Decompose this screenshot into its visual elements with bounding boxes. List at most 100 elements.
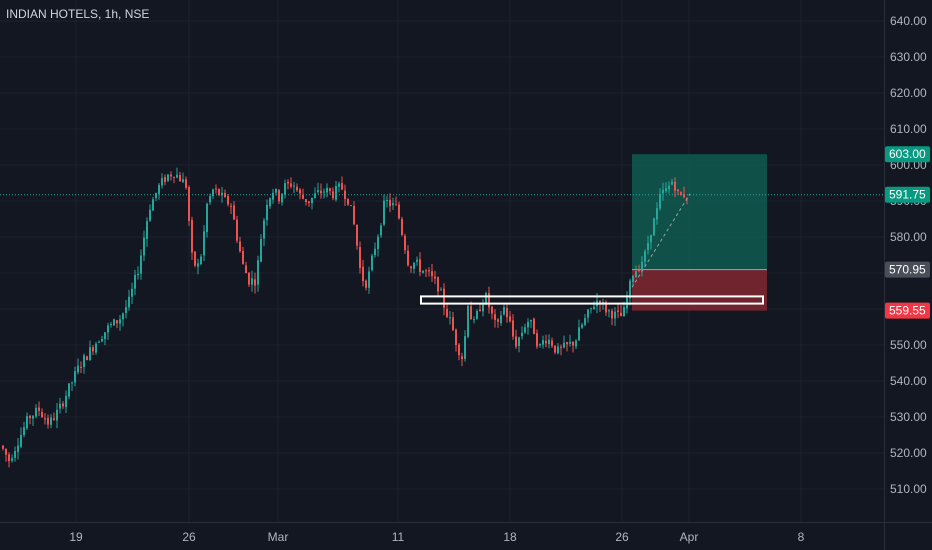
candle-body: [248, 272, 250, 285]
candle-body: [218, 189, 220, 196]
candle-body: [434, 276, 436, 279]
candle-body: [422, 270, 424, 273]
stop-price-label: 559.55: [889, 304, 926, 318]
candle-body: [164, 177, 166, 182]
candle: [281, 193, 283, 206]
candle-body: [632, 276, 634, 282]
candle: [44, 413, 46, 425]
candle: [239, 236, 241, 253]
candle: [62, 401, 64, 410]
symbol-title[interactable]: INDIAN HOTELS, 1h, NSE: [6, 7, 150, 21]
candle-body: [296, 186, 298, 191]
candle-body: [305, 199, 307, 202]
candle-body: [257, 260, 259, 285]
candle: [326, 183, 328, 198]
candle-body: [521, 332, 523, 337]
candle: [137, 266, 139, 280]
candle-body: [371, 255, 373, 271]
candle-body: [146, 221, 148, 239]
candle-body: [26, 416, 28, 429]
candle-body: [344, 190, 346, 200]
candle: [455, 328, 457, 352]
candle-body: [653, 218, 655, 236]
candle-body: [245, 265, 247, 274]
candle-body: [188, 187, 190, 221]
candle-body: [605, 302, 607, 313]
candle-body: [350, 205, 352, 207]
candle: [287, 179, 289, 190]
candle-body: [128, 296, 130, 308]
candle: [125, 300, 127, 319]
candle-body: [278, 190, 280, 202]
candle-body: [170, 174, 172, 177]
candle: [428, 267, 430, 277]
candle: [674, 177, 676, 198]
candle: [530, 319, 532, 328]
current-price-tag: 591.75: [885, 186, 930, 203]
candle-body: [56, 409, 58, 421]
candle: [296, 183, 298, 193]
candle-body: [572, 341, 574, 346]
candle: [521, 326, 523, 340]
price-tick-label: 550.00: [890, 338, 927, 352]
candle-body: [428, 270, 430, 272]
candle-body: [152, 199, 154, 211]
candle-body: [326, 187, 328, 193]
candle-body: [14, 450, 16, 458]
candle: [497, 317, 499, 328]
candle-body: [113, 319, 115, 326]
candle: [329, 187, 331, 195]
candle: [74, 366, 76, 387]
candle: [605, 300, 607, 316]
candle-body: [71, 382, 73, 384]
candle-body: [503, 307, 505, 315]
candle: [620, 304, 622, 317]
candle-body: [650, 234, 652, 243]
candle: [227, 193, 229, 207]
candle: [575, 339, 577, 350]
price-tick-label: 520.00: [890, 446, 927, 460]
candle: [131, 282, 133, 305]
candle-body: [197, 263, 199, 267]
candle-body: [437, 277, 439, 292]
candle-body: [35, 407, 37, 417]
candle-body: [389, 199, 391, 207]
candle: [68, 383, 70, 400]
time-axis[interactable]: [0, 522, 932, 550]
candle-body: [329, 188, 331, 192]
support-zone-rectangle[interactable]: [420, 295, 764, 305]
candle-body: [617, 310, 619, 312]
candle-body: [23, 427, 25, 436]
candle: [257, 255, 259, 292]
candle: [269, 197, 271, 209]
candle-body: [359, 247, 361, 269]
candle: [392, 197, 394, 210]
candle: [182, 172, 184, 183]
candle: [509, 310, 511, 323]
candle: [200, 254, 202, 266]
candle-body: [317, 190, 319, 193]
candle: [632, 274, 634, 286]
candle-body: [680, 192, 682, 196]
price-tick-label: 610.00: [890, 122, 927, 136]
time-tick-label: 26: [615, 530, 629, 544]
candle: [380, 223, 382, 238]
candle: [104, 332, 106, 346]
candle-body: [98, 341, 100, 343]
candle-body: [332, 191, 334, 199]
position-zones[interactable]: [632, 154, 767, 311]
candle-body: [365, 280, 367, 288]
candle: [278, 189, 280, 204]
candle-body: [497, 319, 499, 322]
candle: [560, 344, 562, 356]
long-position-profit-zone[interactable]: [632, 154, 767, 270]
candle-body: [353, 206, 355, 225]
candle-body: [446, 308, 448, 317]
candle: [20, 427, 22, 449]
candle: [368, 266, 370, 294]
candle-body: [158, 184, 160, 194]
candle-body: [455, 329, 457, 346]
candle: [218, 188, 220, 197]
